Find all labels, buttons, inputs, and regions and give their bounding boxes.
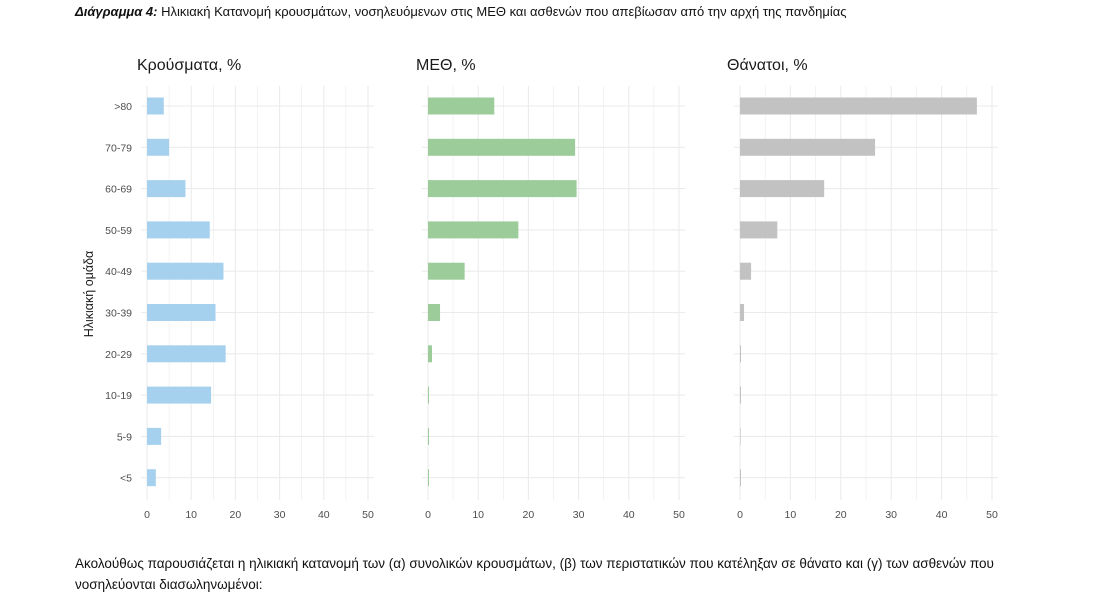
y-tick-label: 10-19 xyxy=(105,390,132,402)
y-tick-label: 60-69 xyxy=(105,184,132,196)
x-tick-label: 40 xyxy=(318,509,330,521)
bar-5 xyxy=(147,469,156,487)
y-tick-label: 40-49 xyxy=(105,266,132,278)
figure-caption: Διάγραμμα 4: Ηλικιακή Κατανομή κρουσμάτω… xyxy=(75,4,847,19)
bar-59 xyxy=(147,427,162,445)
bar-4049 xyxy=(428,262,465,280)
x-tick-label: 0 xyxy=(425,509,431,521)
bar-80 xyxy=(740,97,977,115)
bar-3039 xyxy=(740,304,745,321)
x-tick-label: 0 xyxy=(144,509,150,521)
bar-6069 xyxy=(740,180,825,198)
bar-3039 xyxy=(428,304,441,321)
bar-80 xyxy=(147,97,164,115)
figure-caption-text: Ηλικιακή Κατανομή κρουσμάτων, νοσηλευόμε… xyxy=(161,4,847,19)
bar-1019 xyxy=(147,386,212,404)
y-tick-label: 20-29 xyxy=(105,349,132,361)
bar-2029 xyxy=(428,345,433,363)
x-tick-label: 50 xyxy=(673,509,685,521)
bar-59 xyxy=(428,427,429,445)
bar-3039 xyxy=(147,304,216,321)
x-tick-label: 50 xyxy=(986,509,998,521)
bar-4049 xyxy=(147,262,224,280)
x-tick-label: 30 xyxy=(573,509,585,521)
bar-2029 xyxy=(147,345,226,363)
bar-1019 xyxy=(428,386,430,404)
y-tick-label: 50-59 xyxy=(105,225,132,237)
x-tick-label: 10 xyxy=(472,509,484,521)
bar-1019 xyxy=(740,386,741,404)
age-distribution-charts: <5 5-9 10-19 20-29 30-39 40-49 50-59 60-69 70-79… xyxy=(82,57,998,521)
x-tick-label: 50 xyxy=(362,509,374,521)
panel-title: Κρούσματα, % xyxy=(137,57,241,74)
x-tick-label: 20 xyxy=(835,509,847,521)
bar-5059 xyxy=(428,221,519,239)
x-tick-label: 30 xyxy=(885,509,897,521)
x-tick-label: 20 xyxy=(230,509,242,521)
x-tick-label: 10 xyxy=(785,509,797,521)
y-tick-label: 70-79 xyxy=(105,142,132,154)
bar-59 xyxy=(740,427,741,445)
bar-7079 xyxy=(147,138,170,156)
y-tick-label: 5-9 xyxy=(117,431,132,443)
y-axis-label: Ηλικιακή ομάδα xyxy=(82,251,96,338)
bar-5059 xyxy=(147,221,210,239)
bar-5 xyxy=(740,469,741,487)
bar-2029 xyxy=(740,345,742,363)
x-tick-label: 30 xyxy=(274,509,286,521)
x-tick-label: 40 xyxy=(936,509,948,521)
panel-title: Θάνατοι, % xyxy=(727,57,808,74)
footer-paragraph: Ακολούθως παρουσιάζεται η ηλικιακή καταν… xyxy=(75,556,994,592)
x-tick-label: 10 xyxy=(185,509,197,521)
x-tick-label: 40 xyxy=(623,509,635,521)
bar-5 xyxy=(428,469,429,487)
panel-title: ΜΕΘ, % xyxy=(416,57,476,74)
bar-6069 xyxy=(428,180,577,198)
bar-6069 xyxy=(147,180,186,198)
y-tick-label: <5 xyxy=(120,473,132,485)
x-tick-label: 0 xyxy=(737,509,743,521)
figure-caption-label: Διάγραμμα 4: xyxy=(75,4,158,19)
bar-7079 xyxy=(740,138,876,156)
x-tick-label: 20 xyxy=(523,509,535,521)
y-tick-label: >80 xyxy=(114,101,132,113)
bar-80 xyxy=(428,97,495,115)
bar-7079 xyxy=(428,138,576,156)
bar-5059 xyxy=(740,221,778,239)
y-tick-label: 30-39 xyxy=(105,308,132,320)
bar-4049 xyxy=(740,262,752,280)
